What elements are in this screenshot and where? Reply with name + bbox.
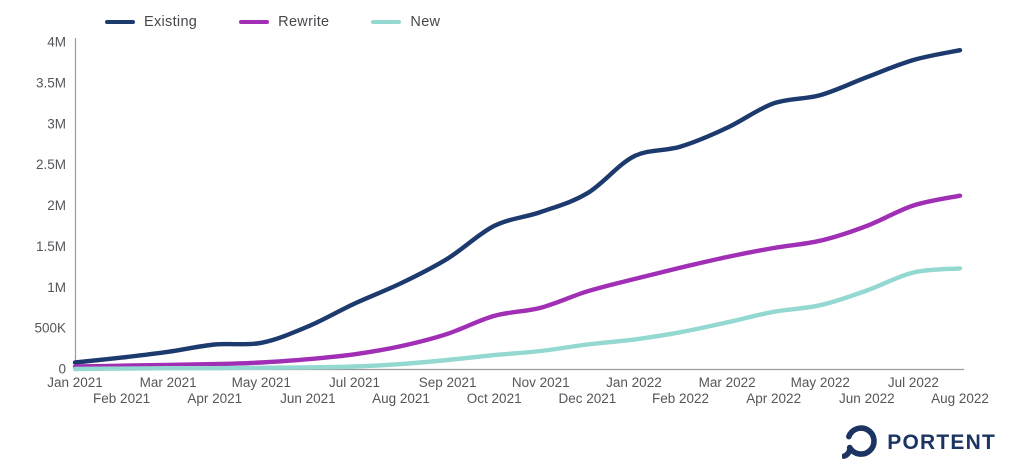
- x-tick-label: Jan 2022: [606, 375, 662, 390]
- y-tick-label: 1M: [47, 280, 66, 295]
- legend-item-new: New: [371, 14, 440, 30]
- x-tick-label: Jan 2021: [47, 375, 103, 390]
- x-tick-label: Jul 2022: [888, 375, 939, 390]
- y-tick-label: 2.5M: [36, 157, 66, 172]
- y-tick-label: 2M: [47, 198, 66, 213]
- x-tick-label: Feb 2022: [652, 391, 709, 406]
- x-tick-label: Aug 2022: [931, 391, 989, 406]
- x-tick-label: May 2021: [232, 375, 291, 390]
- legend-label: Existing: [144, 14, 198, 30]
- legend-item-rewrite: Rewrite: [239, 14, 329, 30]
- x-tick-label: May 2022: [791, 375, 850, 390]
- portent-logo: PORTENT: [842, 423, 996, 463]
- legend-swatch-rewrite: [239, 19, 270, 25]
- x-tick-label: Jul 2021: [329, 375, 380, 390]
- x-tick-label: Mar 2022: [699, 375, 756, 390]
- x-tick-label: Aug 2021: [372, 391, 430, 406]
- legend-swatch-new: [371, 19, 402, 25]
- portent-logo-text: PORTENT: [887, 431, 996, 454]
- legend-item-existing: Existing: [105, 14, 197, 30]
- legend-label: Rewrite: [278, 14, 330, 30]
- legend-label: New: [410, 14, 441, 30]
- x-tick-label: Nov 2021: [512, 375, 570, 390]
- legend-swatch-existing: [105, 19, 135, 25]
- y-tick-label: 500K: [34, 321, 66, 336]
- x-tick-label: Apr 2022: [746, 391, 801, 406]
- series-line-existing: [72, 48, 963, 365]
- x-tick-label: Oct 2021: [467, 391, 522, 406]
- x-tick-label: Feb 2021: [93, 391, 150, 406]
- portent-logo-icon: [842, 425, 878, 459]
- chart-legend: Existing Rewrite New: [105, 14, 440, 30]
- x-tick-label: Sep 2021: [419, 375, 477, 390]
- series-line-rewrite: [72, 193, 963, 369]
- y-tick-label: 0: [58, 362, 66, 377]
- y-tick-label: 4M: [47, 35, 66, 50]
- x-tick-label: Mar 2021: [140, 375, 197, 390]
- y-tick-label: 3.5M: [36, 75, 66, 90]
- y-tick-label: 1.5M: [36, 239, 66, 254]
- x-tick-label: Dec 2021: [558, 391, 616, 406]
- x-tick-label: Jun 2021: [280, 391, 336, 406]
- x-tick-label: Jun 2022: [839, 391, 895, 406]
- series-line-new: [72, 266, 963, 372]
- y-tick-label: 3M: [47, 116, 66, 131]
- x-tick-label: Apr 2021: [187, 391, 242, 406]
